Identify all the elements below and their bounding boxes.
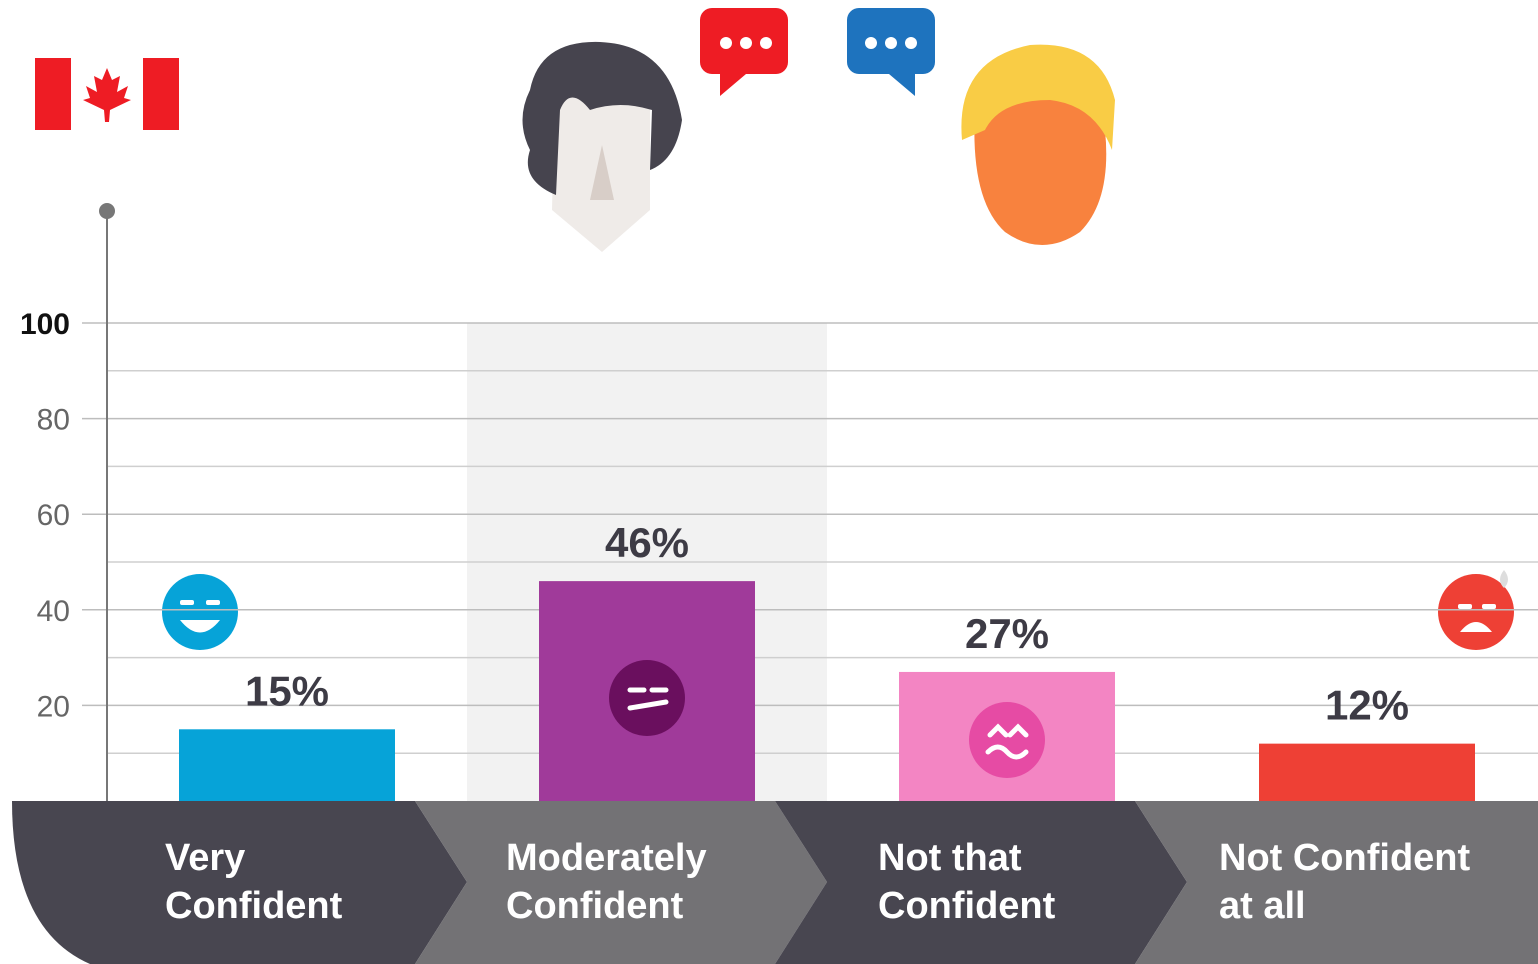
nose [590,145,614,200]
hair [961,44,1115,150]
category-label: Very Confident [165,837,343,927]
bar [1259,743,1475,801]
emoji [609,660,685,736]
category-label: Moderately Confident [506,837,707,927]
flag-band [35,58,71,130]
value-label: 15% [245,667,329,714]
emoji-mouth [180,620,220,633]
bars: 15% 46% 27% 12% [179,519,1475,801]
hair [522,41,682,195]
y-tick-label: 20 [37,690,70,723]
y-tick-label: 100 [20,308,70,341]
dot [865,37,877,49]
emoji-mouth [1460,622,1492,632]
speech-bubble [847,8,935,96]
emoji-eye [1458,604,1472,609]
emoji-eye [1482,604,1496,609]
emoji-features [985,723,1029,760]
dot [740,37,752,49]
y-tick-label: 40 [37,595,70,628]
emoji-eye [180,600,194,605]
axis-dot [99,203,115,219]
category-label: Not Confident at all [1219,837,1471,927]
dot [720,37,732,49]
maple-leaf [83,68,131,122]
emoji [969,702,1045,778]
value-label: 46% [605,519,689,566]
emoji-eye [206,600,220,605]
sweat [1500,570,1508,588]
banner-segment [1135,801,1538,964]
emoji [1438,574,1514,650]
banner-segment [415,801,827,964]
y-tick-label: 80 [37,404,70,437]
bar-emojis [609,660,1045,778]
face [974,75,1107,245]
banner-segment [775,801,1187,964]
emoji-features [627,687,669,711]
flag-band [143,58,179,130]
dot [905,37,917,49]
banner-segment [12,801,467,964]
y-tick-label: 60 [37,499,70,532]
grid: 20 40 60 80 100 [20,308,1538,754]
speech-bubble [700,8,788,96]
emoji [162,574,238,650]
dot [760,37,772,49]
category-label: Not that Confident [878,837,1056,927]
bar [179,729,395,801]
decor [35,8,1514,650]
value-label: 27% [965,610,1049,657]
category-banner [12,801,1538,964]
value-label: 12% [1325,682,1409,729]
dot [885,37,897,49]
